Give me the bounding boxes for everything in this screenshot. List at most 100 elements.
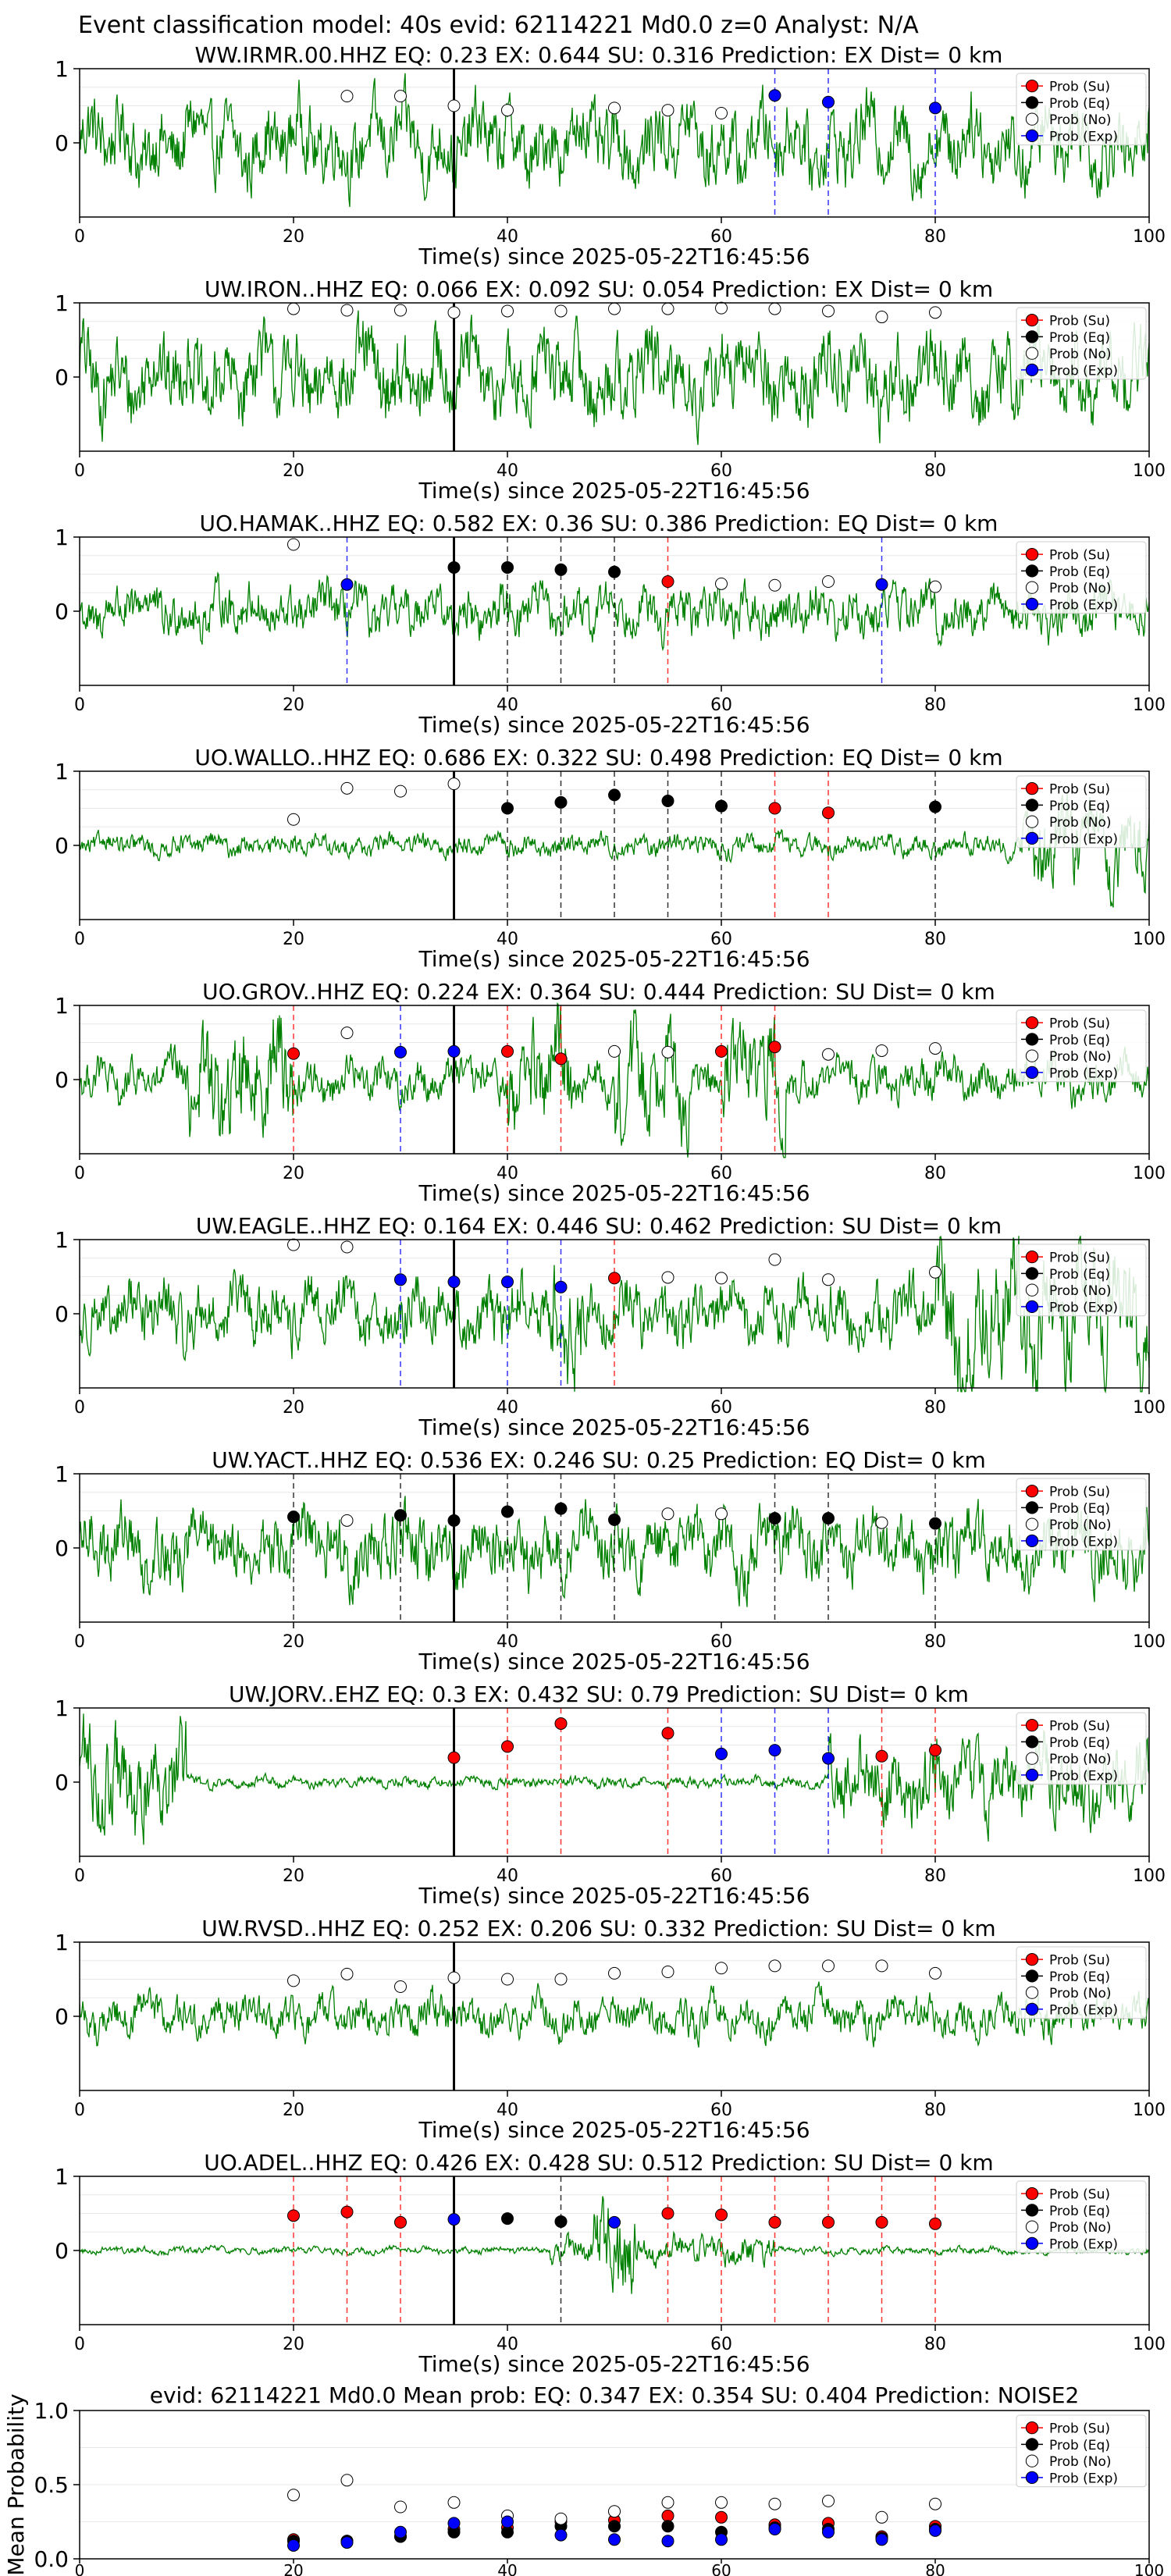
legend-box (1016, 1712, 1147, 1785)
legend-label: Prob (Eq) (1049, 1501, 1110, 1517)
x-tick-label: 20 (283, 2101, 304, 2120)
x-tick-label: 60 (710, 461, 732, 481)
panel-title: UW.EAGLE..HHZ EQ: 0.164 EX: 0.446 SU: 0.… (196, 1213, 1002, 1239)
y-tick-label: 0 (55, 1535, 69, 1561)
legend-label: Prob (Exp) (1049, 597, 1118, 613)
prob-marker (715, 2208, 728, 2222)
legend-marker (1025, 1719, 1039, 1732)
y-tick-label: 1 (55, 56, 69, 82)
x-tick-label: 0 (74, 696, 85, 715)
mean-prob-marker (661, 2496, 674, 2509)
legend-label: Prob (Exp) (1049, 2471, 1118, 2486)
prob-marker (554, 1052, 568, 1066)
x-tick-label: 80 (924, 1632, 946, 1652)
legend-box (1016, 1244, 1147, 1317)
waveform-trace (79, 310, 1150, 445)
prob-marker (822, 806, 835, 820)
prob-marker (501, 1044, 514, 1058)
station-panel: UW.YACT..HHZ EQ: 0.536 EX: 0.246 SU: 0.2… (55, 1447, 1166, 1674)
legend-marker (1025, 1969, 1039, 1983)
mean-prob-marker (929, 2497, 941, 2510)
mean-prob-marker (661, 2520, 674, 2533)
legend-marker (1025, 2204, 1039, 2217)
prob-marker (447, 1276, 461, 1289)
prob-marker (822, 1959, 835, 1973)
mean-prob-marker (875, 2533, 888, 2546)
prob-marker (340, 2205, 354, 2218)
x-tick-label: 100 (1133, 2335, 1166, 2354)
prob-marker (447, 99, 461, 112)
prob-marker (608, 1513, 621, 1526)
mean-prob-marker (608, 2533, 621, 2546)
prob-marker (768, 802, 781, 815)
y-tick-label: 1 (55, 1695, 69, 1721)
legend-marker (1025, 831, 1039, 845)
prob-marker (929, 1265, 941, 1279)
station-panel: UW.RVSD..HHZ EQ: 0.252 EX: 0.206 SU: 0.3… (55, 1916, 1166, 2143)
x-tick-label: 100 (1133, 461, 1166, 481)
x-tick-label: 40 (497, 1398, 518, 1418)
prob-marker (875, 578, 888, 591)
legend-box (1016, 1946, 1147, 2019)
prob-marker (661, 795, 674, 807)
prob-marker (608, 788, 621, 802)
x-tick-label: 100 (1133, 1164, 1166, 1183)
prob-marker (875, 2215, 888, 2229)
legend-label: Prob (No) (1049, 1049, 1112, 1065)
mean-prob-marker (661, 2535, 674, 2548)
x-tick-label: 40 (497, 1866, 518, 1886)
prob-marker (501, 1740, 514, 1753)
prob-marker (768, 1512, 781, 1525)
prob-marker (340, 1026, 354, 1040)
prob-marker (447, 777, 461, 791)
legend-label: Prob (Su) (1049, 1953, 1110, 1969)
panel-title: UW.RVSD..HHZ EQ: 0.252 EX: 0.206 SU: 0.3… (201, 1916, 995, 1941)
x-tick-label: 80 (924, 2101, 946, 2120)
x-axis-label: Time(s) since 2025-05-22T16:45:56 (418, 244, 810, 269)
y-tick-label: 1.0 (34, 2398, 69, 2424)
legend-marker (1025, 2421, 1039, 2435)
station-panel: WW.IRMR.00.HHZ EQ: 0.23 EX: 0.644 SU: 0.… (55, 42, 1166, 269)
legend-box (1016, 2414, 1147, 2488)
x-tick-label: 40 (497, 2561, 517, 2576)
prob-marker (715, 577, 728, 590)
x-axis-label: Time(s) since 2025-05-22T16:45:56 (418, 1649, 810, 1674)
prob-marker (768, 578, 781, 592)
prob-marker (501, 802, 514, 815)
y-tick-label: 1 (55, 1227, 69, 1253)
x-tick-label: 20 (283, 1632, 304, 1652)
prob-marker (929, 1517, 941, 1530)
mean-prob-marker (447, 2517, 461, 2530)
y-tick-label: 0.0 (34, 2546, 69, 2572)
panel-title: UO.GROV..HHZ EQ: 0.224 EX: 0.364 SU: 0.4… (202, 979, 995, 1005)
prob-marker (822, 304, 835, 318)
x-tick-label: 60 (710, 1866, 732, 1886)
legend-marker (1025, 548, 1039, 561)
x-tick-label: 40 (497, 227, 518, 247)
prob-marker (394, 304, 407, 317)
legend-label: Prob (Su) (1049, 548, 1110, 564)
prob-marker (875, 1749, 888, 1763)
prob-marker (661, 104, 674, 117)
panel-title: UW.YACT..HHZ EQ: 0.536 EX: 0.246 SU: 0.2… (212, 1447, 986, 1473)
prob-marker (287, 1238, 300, 1251)
prob-marker (287, 302, 300, 315)
x-axis-label: Time(s) since 2025-05-22T16:45:56 (418, 2351, 810, 2377)
legend-marker (1025, 1534, 1039, 1548)
legend-marker (1025, 1517, 1039, 1531)
prob-marker (661, 302, 674, 315)
y-tick-label: 0 (55, 1067, 69, 1093)
prob-marker (768, 2215, 781, 2229)
prob-marker (447, 1514, 461, 1527)
prob-marker (822, 1752, 835, 1765)
prob-marker (447, 1751, 461, 1764)
legend-label: Prob (Exp) (1049, 2236, 1118, 2252)
x-tick-label: 80 (924, 1866, 946, 1886)
x-tick-label: 100 (1133, 1866, 1166, 1886)
prob-marker (715, 1962, 728, 1975)
prob-marker (875, 311, 888, 324)
legend-label: Prob (Eq) (1049, 2438, 1110, 2453)
x-tick-label: 0 (74, 930, 85, 949)
station-panel: UO.ADEL..HHZ EQ: 0.426 EX: 0.428 SU: 0.5… (55, 2150, 1166, 2377)
